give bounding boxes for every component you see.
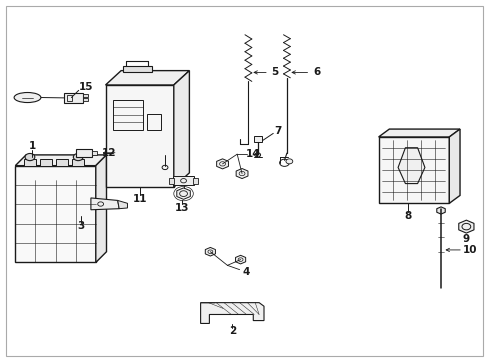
Circle shape (285, 159, 292, 164)
Polygon shape (397, 148, 424, 184)
Polygon shape (448, 129, 459, 203)
Polygon shape (91, 198, 119, 210)
Bar (105, 85, 173, 187)
Text: 7: 7 (274, 126, 281, 136)
Bar (72, 159, 84, 166)
Text: 1: 1 (29, 141, 36, 151)
Bar (64, 93, 82, 103)
Text: 10: 10 (462, 245, 477, 255)
Bar (147, 114, 160, 130)
Ellipse shape (14, 93, 41, 103)
Bar (172, 176, 194, 185)
Bar (193, 178, 198, 184)
Bar (15, 166, 96, 262)
Polygon shape (177, 188, 190, 199)
Text: 12: 12 (102, 148, 116, 158)
Polygon shape (458, 220, 473, 233)
Circle shape (254, 153, 260, 157)
Text: 5: 5 (271, 67, 278, 77)
Text: 2: 2 (228, 325, 235, 336)
Polygon shape (173, 71, 189, 187)
Text: 4: 4 (242, 267, 249, 277)
Bar (122, 66, 152, 72)
Polygon shape (105, 71, 189, 85)
Text: 11: 11 (132, 194, 146, 204)
Bar (82, 94, 88, 97)
Polygon shape (118, 201, 127, 209)
Polygon shape (436, 207, 444, 214)
Bar (168, 178, 173, 184)
Bar (76, 149, 92, 157)
Polygon shape (216, 159, 228, 169)
Bar (66, 95, 72, 101)
Text: 14: 14 (245, 149, 260, 159)
Polygon shape (236, 168, 247, 179)
Bar (378, 137, 448, 203)
Bar (24, 159, 36, 166)
Polygon shape (96, 155, 106, 262)
Circle shape (73, 153, 83, 161)
Bar (113, 100, 143, 130)
Bar (82, 98, 88, 101)
Text: 13: 13 (175, 203, 189, 213)
Text: 9: 9 (462, 234, 469, 244)
Circle shape (25, 153, 35, 161)
Bar (253, 136, 261, 142)
Polygon shape (15, 155, 106, 166)
Bar (40, 159, 52, 166)
Text: 15: 15 (79, 82, 93, 93)
Polygon shape (378, 129, 459, 137)
Polygon shape (205, 247, 215, 256)
Polygon shape (235, 255, 245, 264)
Text: 8: 8 (404, 211, 410, 221)
Bar (92, 151, 97, 154)
Text: 6: 6 (313, 67, 320, 77)
Bar (56, 159, 68, 166)
Polygon shape (200, 303, 264, 323)
Text: 3: 3 (78, 221, 84, 230)
